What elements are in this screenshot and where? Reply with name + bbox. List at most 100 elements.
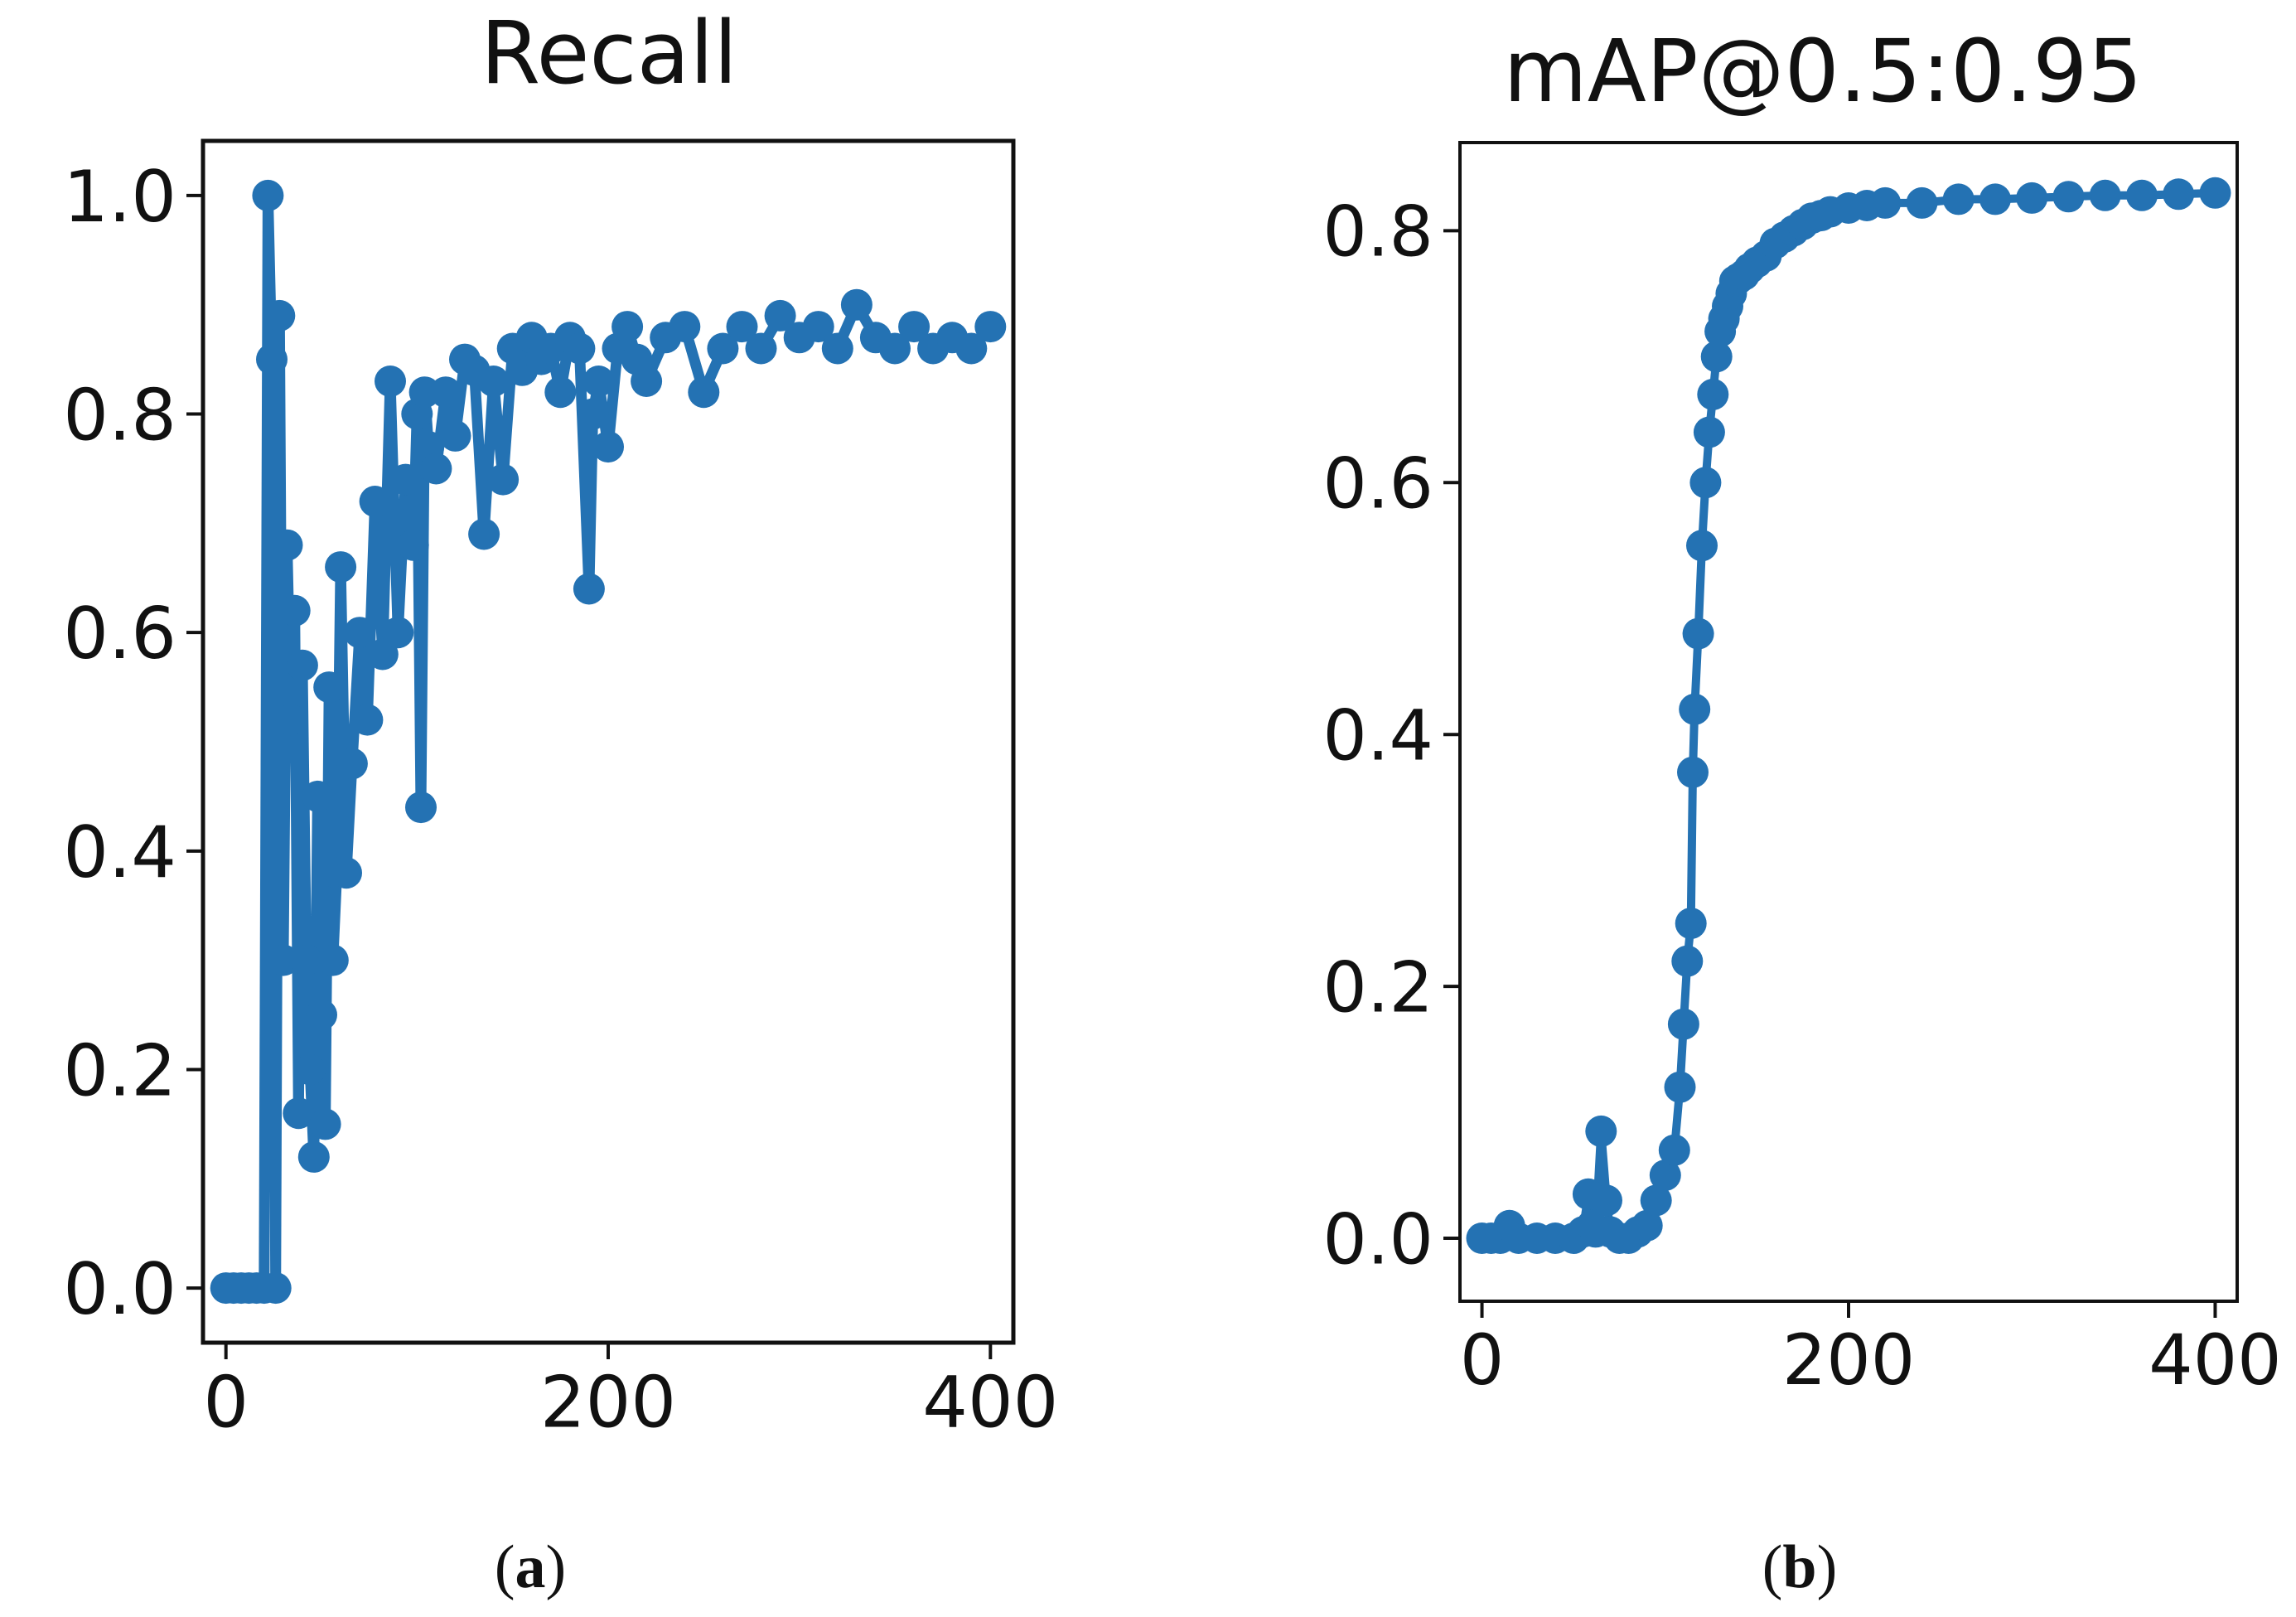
- y-tick-label: 0.0: [63, 1248, 176, 1331]
- caption-b: (b): [1762, 1533, 1837, 1601]
- x-tick-label: 400: [2149, 1319, 2281, 1401]
- data-point: [592, 431, 624, 463]
- data-point: [1591, 1184, 1622, 1217]
- series-group: [210, 179, 1007, 1305]
- chart-title: Recall: [481, 2, 737, 104]
- y-tick-label: 0.2: [63, 1029, 176, 1112]
- data-point: [1675, 908, 1707, 940]
- data-point: [1689, 467, 1722, 499]
- data-point: [256, 343, 288, 375]
- map-chart: mAP@0.5:0.95 0 200 400 0.0 0.2 0.4 0.6 0.8: [1322, 21, 2281, 1401]
- data-point: [290, 944, 322, 976]
- data-point: [1658, 1134, 1690, 1166]
- caption-a: (a): [495, 1533, 566, 1601]
- y-tick-label: 0.2: [1322, 946, 1433, 1028]
- plot-frame: [1458, 141, 2239, 1303]
- data-point: [1686, 530, 1718, 562]
- data-point: [302, 780, 334, 812]
- data-point: [477, 366, 510, 397]
- y-tick-label: 0.6: [1322, 443, 1433, 525]
- data-point: [1664, 1071, 1696, 1103]
- tick-group: 0 200 400 0.0 0.2 0.4 0.6 0.8: [1322, 191, 2281, 1401]
- data-point: [439, 419, 471, 452]
- data-point: [429, 376, 462, 409]
- recall-chart: Recall 0 200 400 0.0 0.2 0.4 0.6 0.8 1.0: [63, 2, 1058, 1445]
- data-point: [1667, 1008, 1699, 1040]
- data-point: [375, 366, 406, 397]
- caption-close: ): [1817, 1533, 1838, 1601]
- data-point: [1677, 756, 1709, 788]
- data-point: [688, 376, 720, 409]
- caption-open: (: [495, 1533, 515, 1601]
- data-point: [397, 529, 429, 561]
- caption-open: (: [1762, 1533, 1783, 1601]
- data-point: [1679, 693, 1711, 725]
- data-point: [669, 311, 701, 343]
- data-point: [389, 463, 422, 496]
- data-point: [544, 376, 577, 409]
- data-point: [317, 944, 349, 976]
- data-point: [2199, 177, 2231, 209]
- data-point: [764, 299, 796, 332]
- data-point: [582, 366, 615, 397]
- data-point: [252, 179, 284, 211]
- data-point: [802, 311, 834, 343]
- data-point: [344, 617, 376, 649]
- data-point: [1906, 186, 1938, 219]
- data-point: [1693, 416, 1725, 448]
- plot-frame: [201, 138, 1016, 1345]
- data-point: [1631, 1209, 1663, 1242]
- data-point: [974, 311, 1007, 343]
- data-point: [821, 332, 853, 365]
- data-point: [487, 463, 520, 496]
- data-point: [563, 332, 596, 365]
- data-point: [405, 792, 437, 824]
- data-point: [840, 288, 872, 321]
- x-tick-label: 200: [540, 1362, 676, 1445]
- data-point: [271, 529, 303, 561]
- data-point: [1979, 183, 2011, 215]
- caption-close: ): [546, 1533, 567, 1601]
- data-point: [2089, 179, 2121, 211]
- data-point: [1697, 378, 1729, 410]
- y-tick-label: 0.4: [1322, 695, 1433, 776]
- data-point: [707, 332, 739, 365]
- data-point: [1700, 341, 1733, 373]
- data-point: [420, 453, 452, 485]
- data-point: [263, 299, 296, 332]
- data-point: [336, 748, 368, 780]
- y-tick-label: 0.6: [63, 593, 176, 675]
- y-tick-label: 0.8: [63, 375, 176, 458]
- y-tick-label: 1.0: [63, 156, 176, 239]
- data-point: [306, 999, 337, 1031]
- data-point: [611, 311, 644, 343]
- x-tick-label: 0: [1460, 1319, 1504, 1401]
- data-point: [1869, 186, 1902, 219]
- data-point: [259, 1272, 292, 1305]
- data-point: [267, 944, 299, 976]
- y-tick-label: 0.4: [63, 811, 176, 894]
- data-point: [1671, 945, 1704, 977]
- data-point: [366, 638, 399, 671]
- data-point: [275, 704, 307, 736]
- data-point: [1942, 183, 1975, 215]
- x-tick-label: 0: [203, 1362, 249, 1445]
- data-point: [726, 311, 758, 343]
- data-point: [2163, 178, 2195, 211]
- data-point: [297, 1140, 330, 1173]
- data-point: [573, 573, 605, 605]
- data-point: [286, 649, 318, 681]
- data-point: [351, 704, 384, 736]
- series-group: [1466, 177, 2231, 1254]
- data-point: [631, 366, 663, 397]
- data-point: [745, 332, 777, 365]
- data-point: [1640, 1184, 1672, 1217]
- data-point: [382, 617, 414, 649]
- data-point: [309, 1108, 341, 1140]
- data-point: [359, 486, 391, 517]
- data-point: [313, 671, 346, 704]
- caption-letter: a: [515, 1533, 546, 1601]
- data-point: [278, 594, 311, 627]
- data-point: [325, 551, 357, 583]
